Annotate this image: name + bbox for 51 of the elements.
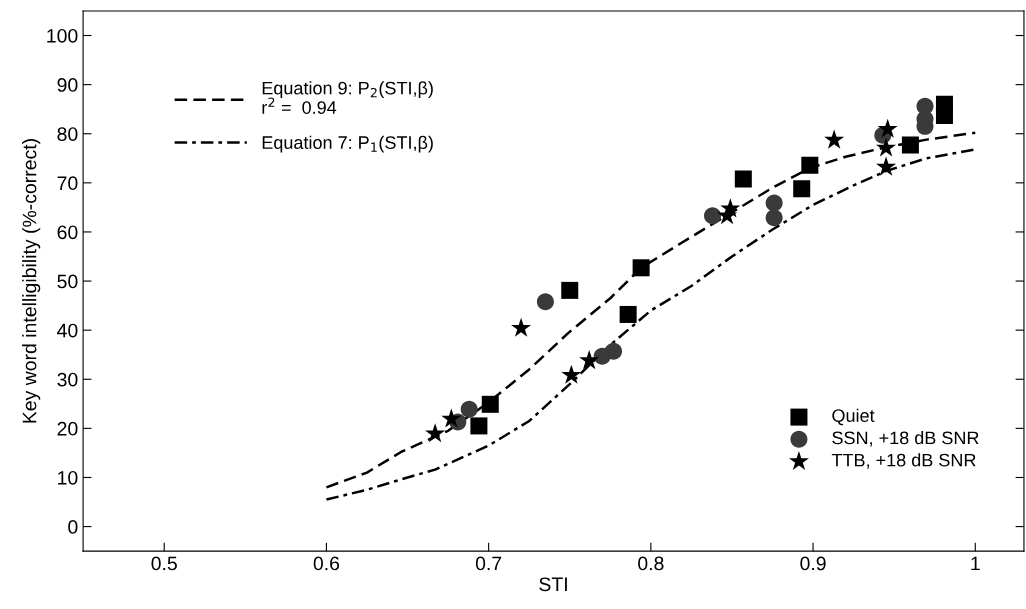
point	[824, 129, 845, 149]
point	[765, 209, 783, 227]
point	[703, 207, 721, 225]
y-tick-label: 10	[58, 470, 78, 485]
point	[876, 137, 897, 157]
point	[916, 97, 934, 115]
y-tick-label: 60	[57, 225, 78, 240]
point	[536, 293, 554, 311]
point	[460, 400, 478, 418]
y-tick-label: 0	[68, 520, 78, 534]
y-tick-label: 100	[47, 28, 78, 43]
legend-label: TTB, +18 dB SNR	[831, 453, 976, 469]
point	[876, 156, 897, 176]
point	[561, 364, 582, 384]
x-tick-label: 1	[971, 556, 980, 571]
y-tick-label: 50	[57, 274, 78, 289]
legend-label: Equation 7: P$_{1}$(STI,β)	[262, 135, 433, 153]
point	[877, 118, 898, 138]
point	[561, 281, 579, 299]
point	[935, 95, 953, 113]
y-tick-label: 80	[57, 127, 78, 141]
x-tick-label: 0.8	[638, 556, 664, 571]
legend-label: Quiet	[832, 408, 875, 426]
y-axis-title: Key word intelligibility (%-correct)	[22, 139, 41, 423]
x-axis-title: STI	[539, 577, 567, 592]
x-tick-label: 0.7	[475, 556, 502, 571]
text: Equation 9: P$_{2}$(STI,β) r$^{2}$ = 0.94	[262, 81, 433, 114]
point	[793, 180, 811, 198]
point	[605, 342, 623, 360]
point	[901, 136, 919, 154]
point	[801, 156, 819, 174]
legend-label: SSN, +18 dB SNR	[832, 430, 979, 447]
y-tick-label: 30	[57, 372, 78, 387]
point	[511, 317, 532, 337]
y-tick-label: 70	[57, 176, 78, 191]
point	[579, 350, 600, 370]
point	[470, 417, 488, 435]
point	[425, 423, 446, 443]
point	[720, 198, 741, 218]
y-tick-label: 40	[57, 323, 78, 338]
point	[734, 170, 752, 188]
point	[619, 305, 637, 323]
y-tick-label: 90	[57, 78, 78, 92]
point	[481, 395, 499, 413]
y-tick-label: 20	[57, 421, 78, 436]
point	[441, 408, 462, 428]
x-tick-label: 0.6	[313, 556, 340, 571]
x-tick-label: 0.5	[151, 556, 177, 571]
point	[765, 194, 783, 212]
point	[632, 259, 650, 277]
x-tick-label: 0.9	[800, 556, 826, 571]
